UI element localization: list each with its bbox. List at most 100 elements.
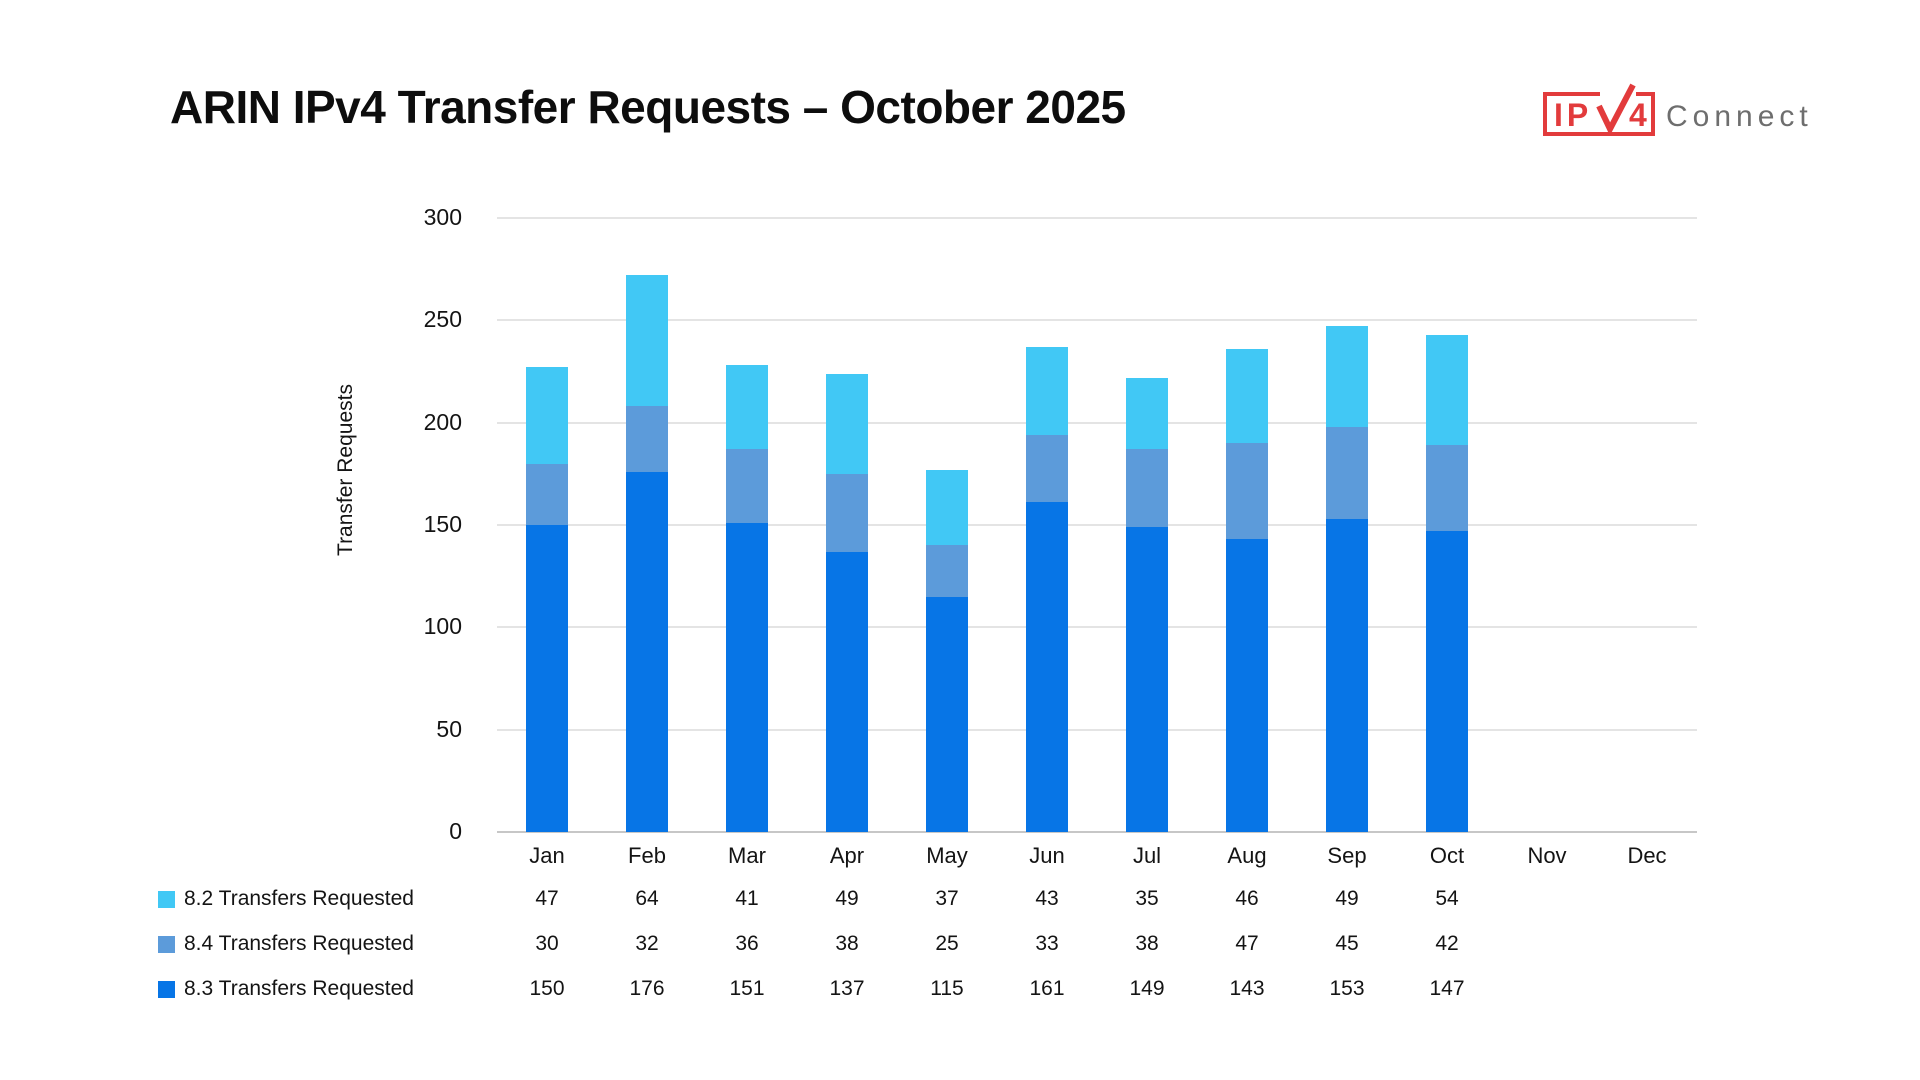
bar-segment-oct-8.3 bbox=[1426, 531, 1468, 832]
table-cell-oct-8.3: 147 bbox=[1429, 977, 1465, 1000]
gridline bbox=[497, 524, 1697, 526]
table-cell-apr-8.4: 38 bbox=[835, 932, 859, 955]
bar-segment-sep-8.3 bbox=[1326, 518, 1368, 832]
gridline bbox=[497, 728, 1697, 731]
x-tick-label-may: May bbox=[926, 843, 968, 868]
x-tick-label-oct: Oct bbox=[1429, 843, 1465, 868]
y-tick-label: 100 bbox=[423, 613, 462, 640]
legend-swatch-8.3 bbox=[158, 981, 175, 998]
table-cell-jan-8.2: 47 bbox=[535, 887, 559, 910]
bar-segment-jan-8.2 bbox=[526, 367, 568, 464]
x-tick-label-feb: Feb bbox=[628, 843, 666, 868]
bar-segment-mar-8.3 bbox=[726, 522, 768, 832]
bar-segment-aug-8.2 bbox=[1226, 348, 1268, 444]
legend-label-8.2: 8.2 Transfers Requested bbox=[184, 887, 414, 910]
x-tick-label-jul: Jul bbox=[1132, 843, 1162, 868]
table-cell-sep-8.2: 49 bbox=[1335, 887, 1359, 910]
table-cell-may-8.3: 115 bbox=[930, 977, 964, 1000]
table-cell-feb-8.2: 64 bbox=[635, 887, 659, 910]
bar-segment-jun-8.3 bbox=[1026, 502, 1068, 832]
x-tick-label-dec: Dec bbox=[1627, 843, 1667, 868]
y-axis-title: Transfer Requests bbox=[334, 384, 357, 556]
bar-segment-mar-8.4 bbox=[726, 449, 768, 523]
table-cell-mar-8.3: 151 bbox=[729, 977, 765, 1000]
gridline bbox=[497, 626, 1697, 629]
ipv4connect-logo: IP 4 Connect bbox=[1543, 83, 1813, 136]
x-tick-label-apr: Apr bbox=[829, 843, 865, 868]
logo-digit-text: 4 bbox=[1629, 97, 1647, 133]
bar-segment-may-8.3 bbox=[926, 596, 968, 832]
logo-suffix-text: Connect bbox=[1666, 100, 1813, 133]
page-title: ARIN IPv4 Transfer Requests – October 20… bbox=[170, 81, 1126, 133]
table-cell-sep-8.4: 45 bbox=[1335, 932, 1359, 955]
logo-checkmark-v-icon bbox=[1596, 83, 1636, 136]
table-cell-jul-8.2: 35 bbox=[1135, 887, 1159, 910]
table-cell-feb-8.3: 176 bbox=[629, 977, 665, 1000]
bar-segment-jan-8.3 bbox=[526, 525, 568, 832]
legend-label-8.4: 8.4 Transfers Requested bbox=[184, 932, 414, 955]
bar-segment-oct-8.2 bbox=[1426, 334, 1468, 446]
gridline bbox=[497, 421, 1697, 424]
y-tick-label: 150 bbox=[423, 511, 462, 537]
bar-segment-mar-8.2 bbox=[726, 365, 768, 450]
bar-segment-jun-8.4 bbox=[1026, 434, 1068, 503]
x-tick-label-sep: Sep bbox=[1327, 843, 1367, 868]
table-cell-oct-8.4: 42 bbox=[1435, 932, 1459, 955]
bar-segment-may-8.2 bbox=[926, 469, 968, 546]
bar-segment-aug-8.3 bbox=[1226, 539, 1268, 832]
table-cell-mar-8.2: 41 bbox=[735, 887, 759, 910]
bar-segment-jul-8.4 bbox=[1126, 449, 1168, 528]
table-cell-aug-8.2: 46 bbox=[1235, 887, 1259, 910]
logo-box bbox=[1543, 92, 1655, 136]
table-cell-jan-8.3: 150 bbox=[529, 977, 565, 1000]
table-cell-oct-8.2: 54 bbox=[1435, 887, 1459, 910]
x-tick-label-nov: Nov bbox=[1527, 843, 1567, 868]
table-cell-jan-8.4: 30 bbox=[535, 932, 559, 955]
table-cell-aug-8.3: 143 bbox=[1229, 977, 1265, 1000]
y-tick-label: 200 bbox=[423, 408, 462, 435]
table-cell-feb-8.4: 32 bbox=[635, 932, 659, 955]
legend-swatch-8.4 bbox=[158, 936, 175, 953]
bar-segment-apr-8.4 bbox=[826, 473, 868, 552]
table-cell-jun-8.3: 161 bbox=[1029, 977, 1065, 1000]
table-cell-jul-8.4: 38 bbox=[1135, 932, 1159, 955]
x-axis-baseline bbox=[497, 831, 1697, 833]
table-cell-jun-8.2: 43 bbox=[1035, 887, 1059, 910]
bar-segment-jan-8.4 bbox=[526, 463, 568, 525]
bar-segment-apr-8.2 bbox=[826, 373, 868, 474]
logo-prefix-text: IP bbox=[1554, 97, 1592, 133]
bar-segment-feb-8.2 bbox=[626, 275, 668, 407]
x-tick-label-mar: Mar bbox=[728, 843, 766, 868]
gridline bbox=[497, 217, 1697, 219]
logo-box-gap bbox=[1600, 90, 1636, 98]
legend-swatch-8.2 bbox=[158, 891, 175, 908]
y-tick-label: 50 bbox=[436, 715, 462, 742]
table-cell-jun-8.4: 33 bbox=[1035, 932, 1059, 955]
bar-segment-oct-8.4 bbox=[1426, 445, 1468, 532]
bar-segment-jul-8.2 bbox=[1126, 377, 1168, 450]
table-cell-apr-8.3: 137 bbox=[829, 977, 865, 1000]
x-tick-label-aug: Aug bbox=[1227, 843, 1267, 868]
bar-segment-feb-8.4 bbox=[626, 406, 668, 472]
y-tick-label: 0 bbox=[449, 818, 462, 844]
x-tick-label-jun: Jun bbox=[1029, 843, 1065, 868]
bar-segment-apr-8.3 bbox=[826, 551, 868, 832]
table-cell-apr-8.2: 49 bbox=[835, 887, 859, 910]
table-cell-jul-8.3: 149 bbox=[1129, 977, 1165, 1000]
table-cell-sep-8.3: 153 bbox=[1329, 977, 1365, 1000]
bar-segment-jun-8.2 bbox=[1026, 346, 1068, 435]
y-tick-label: 250 bbox=[423, 306, 462, 333]
x-tick-label-jan: Jan bbox=[529, 843, 565, 868]
table-cell-may-8.2: 37 bbox=[935, 887, 959, 910]
bar-segment-may-8.4 bbox=[926, 545, 968, 597]
y-tick-label: 300 bbox=[423, 204, 462, 230]
table-cell-aug-8.4: 47 bbox=[1235, 932, 1259, 955]
bar-segment-jul-8.3 bbox=[1126, 527, 1168, 832]
legend-label-8.3: 8.3 Transfers Requested bbox=[184, 977, 414, 1000]
bar-segment-sep-8.4 bbox=[1326, 426, 1368, 519]
table-cell-mar-8.4: 36 bbox=[735, 932, 759, 955]
bar-segment-sep-8.2 bbox=[1326, 326, 1368, 427]
table-cell-may-8.4: 25 bbox=[935, 932, 959, 955]
